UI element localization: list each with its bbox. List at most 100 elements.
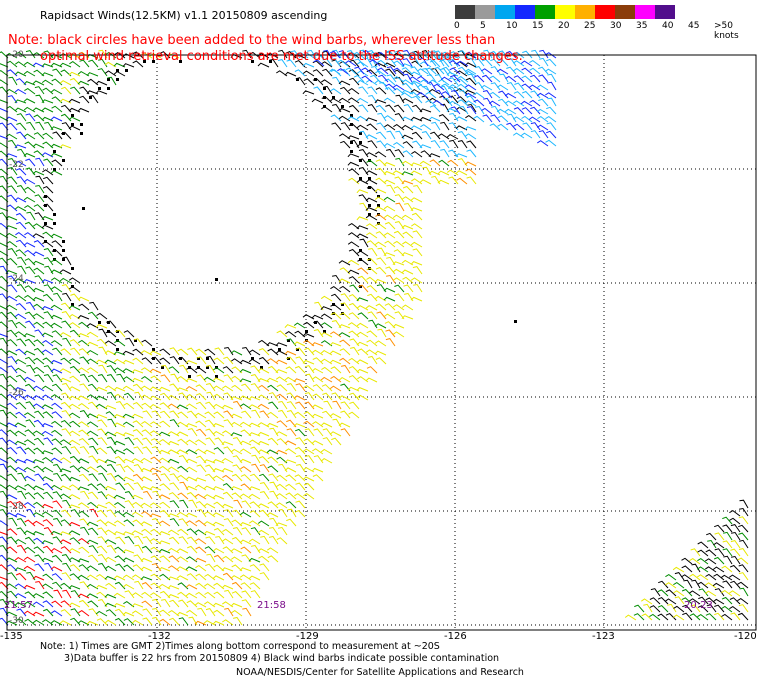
wind-barb bbox=[141, 367, 153, 374]
wind-barb bbox=[284, 459, 297, 464]
wind-barb bbox=[26, 121, 36, 131]
wind-barb bbox=[729, 517, 741, 525]
wind-barb bbox=[23, 152, 36, 158]
wind-barb bbox=[538, 98, 549, 107]
wind-barb bbox=[267, 555, 279, 563]
wind-barb bbox=[366, 232, 378, 239]
wind-barb bbox=[77, 315, 90, 320]
wind-barb bbox=[178, 455, 189, 464]
wind-barb bbox=[169, 356, 180, 365]
wind-barb bbox=[159, 609, 171, 617]
wind-barb bbox=[384, 303, 396, 311]
footer-notes: Note: 1) Times are GMT 2)Times along bot… bbox=[40, 641, 499, 665]
wind-barb bbox=[59, 368, 72, 374]
wind-barb bbox=[204, 411, 216, 419]
wind-barb bbox=[122, 359, 135, 365]
wind-barb bbox=[78, 510, 90, 518]
wind-barb bbox=[738, 524, 749, 533]
wind-barb bbox=[151, 607, 162, 617]
wind-barb bbox=[338, 278, 351, 284]
wind-barb bbox=[142, 446, 153, 455]
wind-barb bbox=[353, 74, 365, 83]
colorbar-swatch bbox=[535, 5, 555, 19]
wind-barb bbox=[23, 584, 36, 590]
contamination-marker bbox=[215, 278, 218, 281]
wind-barb bbox=[729, 605, 741, 613]
wind-barb bbox=[293, 341, 306, 347]
wind-barb bbox=[323, 400, 333, 410]
wind-barb bbox=[86, 565, 99, 572]
wind-barb bbox=[240, 483, 252, 491]
wind-barb bbox=[195, 546, 207, 554]
wind-barb bbox=[365, 305, 378, 311]
wind-barb bbox=[356, 233, 369, 239]
wind-barb bbox=[221, 468, 234, 473]
wind-barb bbox=[33, 501, 45, 509]
wind-barb bbox=[50, 566, 63, 572]
wind-barb bbox=[158, 520, 171, 527]
wind-barb bbox=[131, 619, 144, 626]
wind-barb bbox=[730, 540, 741, 549]
wind-barb bbox=[348, 312, 360, 320]
wind-barb bbox=[441, 91, 453, 99]
wind-barb bbox=[41, 394, 54, 401]
wind-barb bbox=[286, 518, 297, 527]
wind-barb bbox=[205, 563, 216, 572]
wind-barb bbox=[402, 70, 414, 77]
wind-barb bbox=[443, 97, 453, 107]
wind-barb bbox=[86, 539, 99, 545]
wind-barb bbox=[329, 385, 342, 392]
wind-barb bbox=[705, 582, 717, 589]
wind-barb bbox=[97, 374, 108, 383]
wind-barb bbox=[330, 303, 342, 311]
wind-barb bbox=[204, 348, 216, 356]
wind-barb bbox=[185, 566, 198, 572]
wind-barb bbox=[224, 607, 234, 617]
wind-barb bbox=[409, 91, 421, 99]
wind-barb bbox=[286, 428, 297, 437]
wind-barb bbox=[0, 195, 9, 203]
wind-barb bbox=[337, 68, 349, 75]
wind-barb bbox=[231, 581, 243, 590]
wind-barb bbox=[348, 87, 360, 95]
wind-barb bbox=[24, 338, 36, 347]
wind-barb bbox=[257, 529, 270, 536]
wind-barb bbox=[0, 458, 9, 464]
wind-barb bbox=[159, 402, 171, 410]
wind-barb bbox=[490, 114, 501, 123]
wind-barb bbox=[376, 311, 387, 320]
wind-barb bbox=[313, 86, 324, 95]
wind-barb bbox=[70, 293, 81, 302]
wind-barb bbox=[133, 482, 144, 491]
wind-barb bbox=[14, 313, 27, 320]
wind-barb bbox=[410, 82, 421, 91]
wind-barb bbox=[250, 527, 261, 536]
wind-barb bbox=[320, 295, 333, 302]
wind-barb bbox=[374, 196, 387, 203]
wind-barb bbox=[115, 608, 126, 617]
wind-barb bbox=[345, 60, 357, 67]
wind-barb bbox=[269, 481, 279, 491]
wind-barb bbox=[457, 140, 468, 149]
wind-barb bbox=[366, 285, 378, 293]
wind-barb bbox=[356, 297, 369, 302]
wind-barb bbox=[25, 536, 36, 545]
wind-barb bbox=[697, 574, 709, 581]
wind-barb bbox=[242, 607, 252, 617]
wind-barb bbox=[231, 358, 243, 365]
wind-barb bbox=[278, 463, 288, 473]
wind-barb bbox=[79, 581, 90, 590]
wind-barb bbox=[61, 382, 72, 392]
wind-barb bbox=[70, 509, 81, 518]
wind-barb bbox=[467, 103, 477, 113]
wind-barb bbox=[488, 100, 501, 107]
wind-barb bbox=[305, 373, 315, 383]
wind-barb bbox=[276, 493, 288, 500]
wind-barb bbox=[77, 107, 90, 113]
wind-barb bbox=[624, 614, 637, 621]
wind-barb bbox=[51, 159, 63, 167]
wind-barb bbox=[186, 556, 198, 563]
wind-barb bbox=[86, 358, 99, 365]
wind-barb bbox=[295, 500, 306, 509]
wind-barb bbox=[258, 339, 270, 347]
